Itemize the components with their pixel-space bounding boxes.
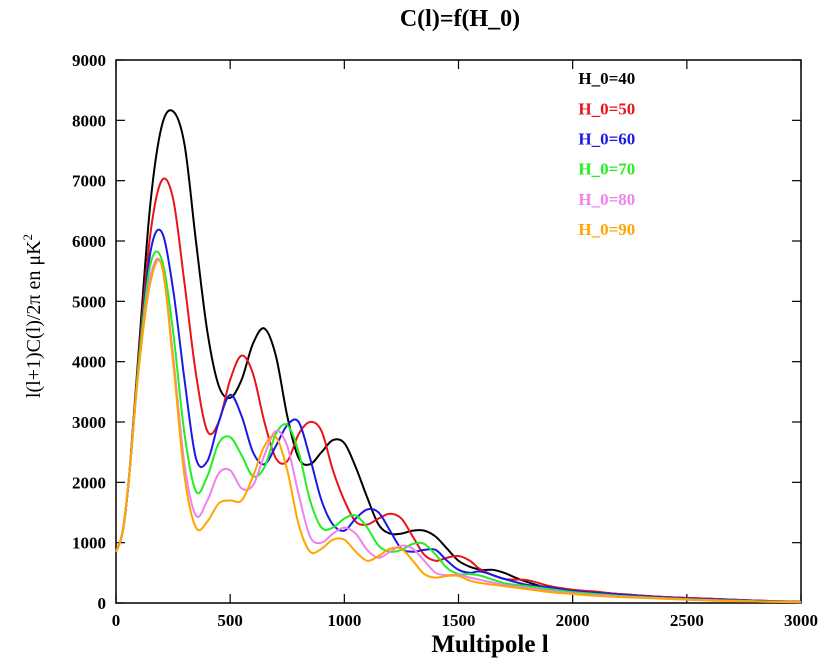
series-line-1: [115, 177, 802, 603]
y-tick-label: 9000: [72, 51, 106, 70]
legend: H_0=40 H_0=50 H_0=60 H_0=70 H_0=80 H_0=90: [578, 69, 635, 239]
x-tick-label: 1000: [327, 611, 361, 630]
legend-entry: H_0=50: [578, 99, 635, 118]
x-tick-label: 2500: [670, 611, 704, 630]
x-tick-label: 2000: [556, 611, 590, 630]
chart-title: C(l)=f(H_0): [400, 6, 520, 32]
x-tick-label: 3000: [784, 611, 818, 630]
x-axis-label: Multipole l: [431, 631, 548, 658]
y-tick-label: 8000: [72, 111, 106, 130]
series-line-3: [115, 250, 802, 604]
legend-entry: H_0=70: [578, 160, 635, 179]
series-lines: [115, 109, 802, 604]
series-line-5: [115, 259, 802, 604]
axis-ticks: 0 500 1000 1500 2000 2500 3000 0 1000 2000 3000 400…: [72, 51, 818, 630]
y-tick-label: 6000: [72, 232, 106, 251]
series-line-4: [115, 257, 802, 604]
series-line-2: [115, 228, 802, 604]
y-tick-label: 7000: [72, 172, 106, 191]
plot-frame: [115, 59, 802, 604]
series-line-0: [115, 109, 802, 603]
x-tick-label: 500: [217, 611, 243, 630]
y-axis-label-main: l(l+1)C(l)/2π en μK: [23, 240, 45, 398]
legend-entry: H_0=40: [578, 69, 635, 88]
y-tick-label: 1000: [72, 534, 106, 553]
legend-entry: H_0=60: [578, 129, 635, 148]
legend-entry: H_0=80: [578, 190, 635, 209]
x-tick-label: 0: [112, 611, 121, 630]
y-tick-label: 3000: [72, 413, 106, 432]
y-axis-label: l(l+1)C(l)/2π en μK2: [20, 234, 45, 398]
y-tick-label: 4000: [72, 353, 106, 372]
legend-entry: H_0=90: [578, 220, 635, 239]
y-tick-label: 2000: [72, 473, 106, 492]
y-tick-label: 5000: [72, 292, 106, 311]
y-axis-label-superscript: 2: [20, 234, 35, 241]
x-tick-label: 1500: [442, 611, 476, 630]
y-tick-label: 0: [98, 594, 107, 613]
